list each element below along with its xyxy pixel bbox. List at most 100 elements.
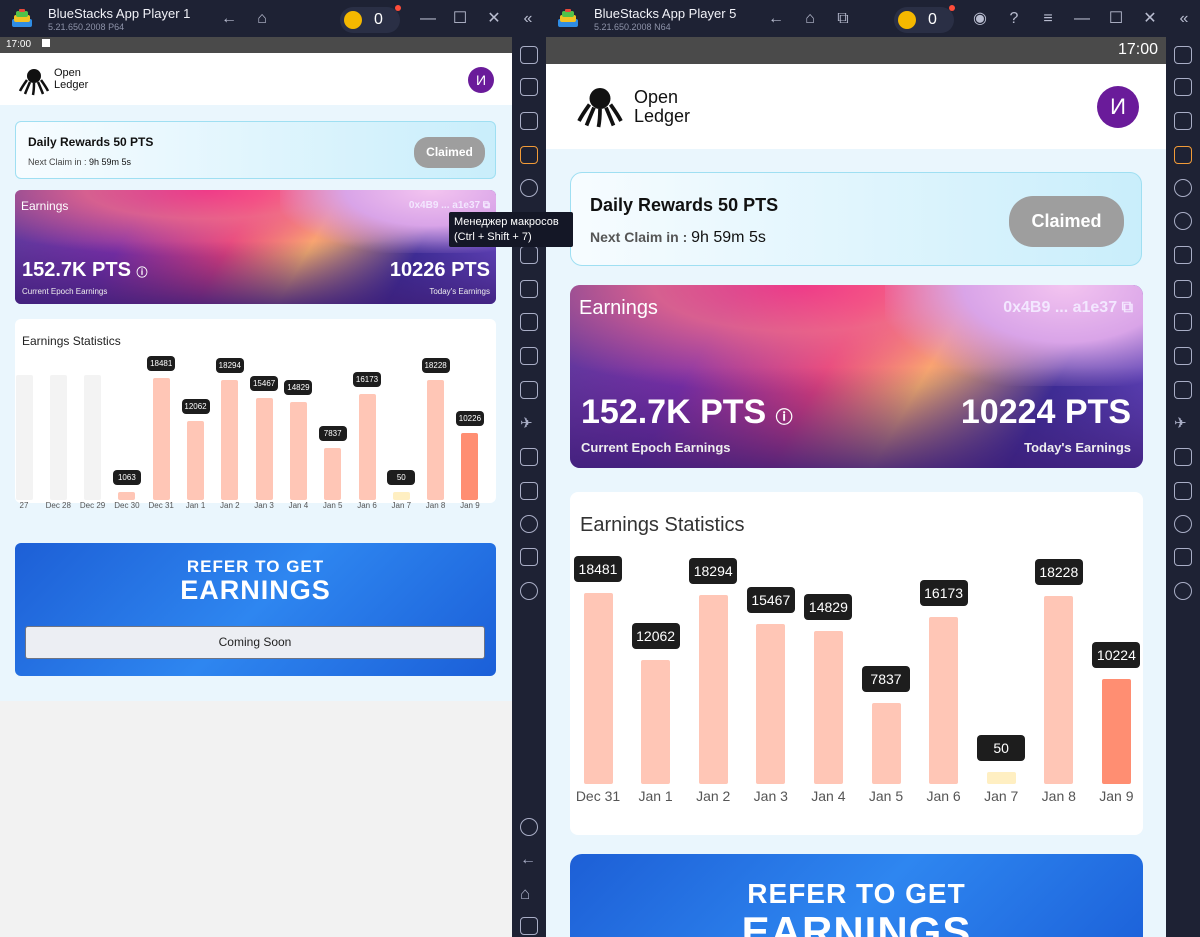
eco-mode-icon[interactable]: [1174, 482, 1192, 500]
chart-value-label: 18481: [147, 356, 176, 372]
home-nav-icon[interactable]: ⌂: [520, 884, 531, 903]
coming-soon-button[interactable]: Coming Soon: [25, 626, 485, 659]
location-icon[interactable]: [520, 515, 538, 533]
info-icon[interactable]: ⓘ: [775, 408, 793, 427]
maximize-icon[interactable]: ☐: [452, 10, 468, 27]
chart-x-label: Jan 5: [868, 788, 904, 804]
screenshot-icon[interactable]: [1174, 313, 1192, 331]
wallet-address[interactable]: 0x4B9 ... a1e37 ⧉: [408, 200, 490, 211]
back-icon[interactable]: ←: [768, 10, 784, 27]
airplane-icon[interactable]: ✈: [1174, 415, 1187, 432]
screenshot-icon[interactable]: [520, 313, 538, 331]
record-icon[interactable]: [1174, 347, 1192, 365]
fullscreen-icon[interactable]: [1174, 46, 1192, 64]
gallery-icon[interactable]: [520, 381, 538, 399]
cursor-icon[interactable]: [520, 112, 538, 130]
close-icon[interactable]: ✕: [1143, 10, 1157, 27]
chart-x-label: Jan 6: [357, 501, 377, 510]
chart-x-label: Jan 8: [425, 501, 446, 510]
chart-bar[interactable]: [641, 659, 671, 784]
rpk-icon[interactable]: [1174, 280, 1192, 298]
chart-bar[interactable]: [187, 420, 204, 500]
chart-bar[interactable]: [698, 595, 728, 784]
keyboard-icon[interactable]: [520, 146, 538, 164]
chart-bar[interactable]: [427, 380, 445, 500]
speed-icon[interactable]: [1174, 582, 1192, 600]
volume-icon[interactable]: [520, 78, 538, 96]
epoch-earnings-value: 152.7K PTS ⓘ: [581, 393, 793, 431]
chart-bar[interactable]: [1044, 595, 1074, 784]
status-time: 17:00: [6, 39, 32, 50]
layers-icon[interactable]: [520, 548, 538, 566]
chart-bar[interactable]: [84, 375, 102, 500]
chart-bar[interactable]: [49, 375, 67, 500]
location-icon[interactable]: [1174, 515, 1192, 533]
chart-bar[interactable]: [1101, 678, 1131, 784]
avatar[interactable]: И: [468, 67, 494, 93]
collapse-sidebar-icon[interactable]: «: [523, 10, 533, 27]
eco-mode-icon[interactable]: [520, 482, 538, 500]
back-icon[interactable]: ←: [221, 10, 237, 27]
account-icon[interactable]: ◉: [973, 10, 987, 27]
avatar[interactable]: И: [1097, 86, 1139, 128]
recent-apps-icon[interactable]: [520, 917, 538, 935]
menu-icon[interactable]: ≡: [1043, 10, 1053, 27]
apk-icon[interactable]: [520, 246, 538, 264]
gallery-icon[interactable]: [1174, 381, 1192, 399]
home-icon[interactable]: ⌂: [257, 10, 267, 27]
minimize-icon[interactable]: —: [1074, 10, 1090, 27]
record-icon[interactable]: [520, 347, 538, 365]
copy-icon[interactable]: ⧉: [482, 200, 490, 211]
chart-bar[interactable]: [358, 393, 376, 500]
help-icon[interactable]: ?: [1009, 10, 1019, 27]
chart-bar[interactable]: [871, 703, 901, 784]
chart-bar[interactable]: [813, 631, 843, 784]
speed-icon[interactable]: [520, 582, 538, 600]
rpk-icon[interactable]: [520, 280, 538, 298]
home-icon[interactable]: ⌂: [805, 10, 815, 27]
volume-icon[interactable]: [1174, 78, 1192, 96]
chart-bar[interactable]: [929, 617, 959, 784]
chart-bar[interactable]: [583, 593, 613, 784]
cursor-icon[interactable]: [1174, 112, 1192, 130]
multi-window-icon[interactable]: ⧉: [837, 10, 849, 27]
settings-icon[interactable]: [520, 818, 538, 836]
collapse-sidebar-icon[interactable]: «: [1179, 10, 1189, 27]
keyboard-icon[interactable]: [1174, 146, 1192, 164]
apk-icon[interactable]: [1174, 246, 1192, 264]
back-nav-icon[interactable]: ←: [520, 851, 536, 868]
chart-bar[interactable]: [289, 402, 307, 500]
chart-bar[interactable]: [255, 398, 273, 500]
earnings-title: Earnings: [21, 199, 69, 213]
chart-bar[interactable]: [461, 432, 479, 500]
multi-instance-icon[interactable]: [1174, 448, 1192, 466]
claimed-button[interactable]: Claimed: [1009, 196, 1124, 247]
coin-counter[interactable]: 0: [340, 5, 401, 33]
coin-counter[interactable]: 0: [894, 5, 955, 33]
chart-value-label: 7837: [318, 426, 347, 442]
macro-icon[interactable]: [520, 179, 538, 197]
airplane-icon[interactable]: ✈: [520, 415, 533, 432]
chart-bar[interactable]: [152, 378, 170, 500]
close-icon[interactable]: ✕: [487, 10, 501, 27]
fullscreen-icon[interactable]: [520, 46, 538, 64]
info-icon[interactable]: ⓘ: [136, 267, 148, 279]
chart-bar[interactable]: [392, 492, 410, 500]
rotate-icon[interactable]: [1174, 212, 1192, 230]
chart-bar[interactable]: [221, 379, 239, 500]
chart-bar[interactable]: [15, 375, 33, 500]
chart-bar[interactable]: [756, 624, 786, 784]
maximize-icon[interactable]: ☐: [1108, 10, 1124, 27]
bluestacks-logo-icon: [558, 9, 578, 27]
notification-dot: [395, 5, 401, 11]
copy-icon[interactable]: ⧉: [1121, 299, 1133, 316]
wallet-address[interactable]: 0x4B9 ... a1e37 ⧉: [1003, 299, 1133, 316]
multi-instance-icon[interactable]: [520, 448, 538, 466]
chart-bar[interactable]: [324, 448, 342, 500]
chart-bar[interactable]: [118, 492, 136, 500]
layers-icon[interactable]: [1174, 548, 1192, 566]
claimed-button[interactable]: Claimed: [414, 137, 485, 168]
chart-bar[interactable]: [986, 772, 1016, 784]
macro-icon[interactable]: [1174, 179, 1192, 197]
minimize-icon[interactable]: —: [420, 10, 436, 27]
